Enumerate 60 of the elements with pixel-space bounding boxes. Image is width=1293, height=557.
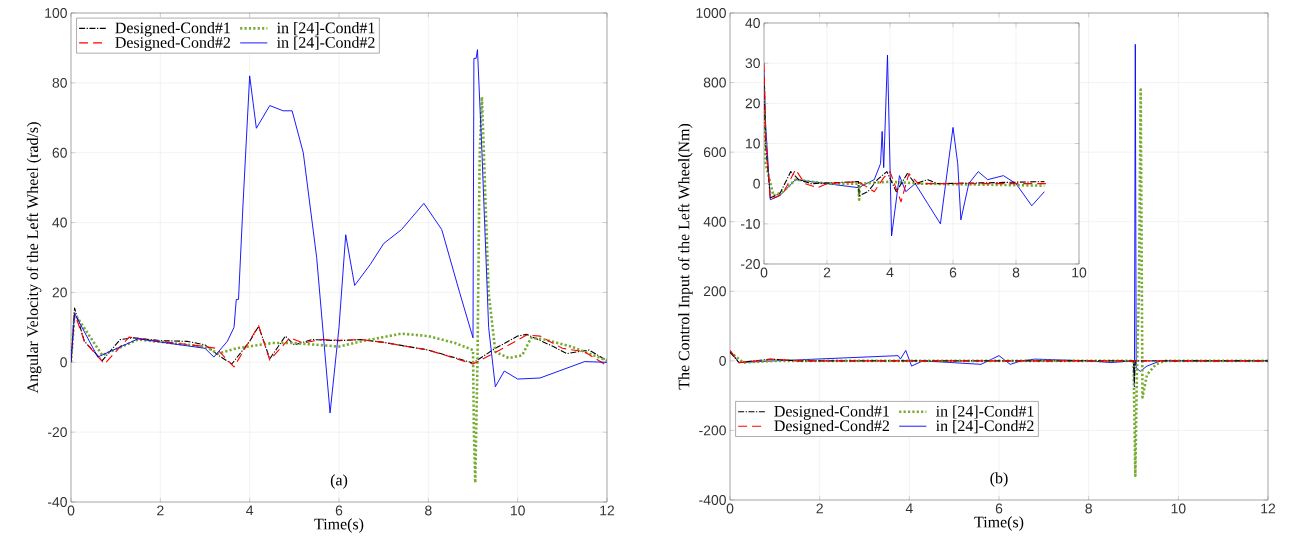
y-tick-label: 100 — [45, 8, 67, 18]
y-tick-label: 20 — [52, 287, 67, 298]
y-tick-label: 20 — [745, 98, 760, 109]
y-tick-label: 40 — [52, 217, 67, 228]
x-tick-label: 2 — [823, 267, 831, 278]
y-tick-label: -200 — [699, 425, 726, 436]
x-tick-label: 4 — [246, 505, 254, 516]
line-series — [764, 54, 1045, 237]
line-series — [71, 49, 608, 414]
y-tick-label: 0 — [719, 355, 726, 366]
y-axis-title: Angular Velocity of the Left Wheel (rad/s) — [26, 122, 42, 394]
y-tick-label: 1000 — [696, 8, 726, 18]
x-tick-label: 4 — [905, 503, 913, 514]
y-tick-label: 80 — [52, 77, 67, 88]
legend-label: Designed-Cond#1 — [774, 405, 889, 420]
legend-label: Designed-Cond#1 — [115, 22, 230, 37]
y-tick-label: -10 — [740, 218, 760, 229]
x-tick-label: 8 — [425, 505, 432, 516]
x-tick-label: 2 — [816, 503, 823, 514]
legend-label: in [24]-Cond#1 — [276, 22, 375, 36]
y-tick-label: 0 — [753, 178, 760, 189]
legend-label: Designed-Cond#2 — [774, 419, 890, 435]
x-tick-label: 4 — [886, 267, 894, 278]
x-tick-label: 10 — [1171, 503, 1186, 514]
y-tick-label: -20 — [740, 259, 760, 269]
legend-label: in [24]-Cond#1 — [936, 405, 1034, 419]
y-tick-label: 600 — [703, 147, 726, 158]
x-tick-label: 6 — [335, 505, 343, 516]
y-tick-label: 800 — [703, 77, 726, 88]
annotation: (a) — [330, 474, 348, 489]
x-axis-title: Time(s) — [974, 516, 1024, 531]
x-tick-label: 2 — [157, 505, 164, 516]
x-tick-label: 0 — [67, 505, 75, 516]
x-tick-label: 10 — [510, 505, 525, 516]
y-tick-label: 200 — [703, 286, 726, 297]
x-tick-label: 8 — [1012, 267, 1020, 278]
y-tick-label: 60 — [52, 147, 67, 158]
y-tick-label: 400 — [703, 216, 726, 227]
x-tick-label: 8 — [1085, 503, 1092, 514]
line-series — [730, 351, 1269, 383]
y-tick-label: 10 — [746, 138, 760, 149]
x-tick-label: 0 — [726, 503, 734, 514]
x-tick-label: 6 — [949, 267, 957, 278]
x-tick-label: 12 — [600, 505, 615, 516]
y-tick-label: -400 — [699, 495, 726, 505]
legend-label: Designed-Cond#2 — [115, 36, 230, 52]
y-tick-label: 0 — [60, 357, 67, 368]
x-tick-label: 0 — [760, 267, 768, 278]
annotation: (b) — [990, 472, 1008, 487]
x-tick-label: 10 — [1072, 267, 1087, 278]
y-tick-label: -20 — [47, 427, 67, 438]
legend-label: in [24]-Cond#2 — [276, 36, 375, 50]
x-axis-title: Time(s) — [314, 518, 364, 533]
legend-label: in [24]-Cond#2 — [936, 419, 1034, 434]
x-tick-label: 12 — [1261, 503, 1276, 514]
y-tick-label: 30 — [745, 58, 760, 69]
y-axis-title: The Control Input of the Left Wheel(Nm) — [678, 123, 693, 390]
x-tick-label: 6 — [995, 503, 1003, 514]
y-tick-label: 40 — [745, 18, 760, 28]
y-tick-label: -40 — [47, 497, 67, 507]
